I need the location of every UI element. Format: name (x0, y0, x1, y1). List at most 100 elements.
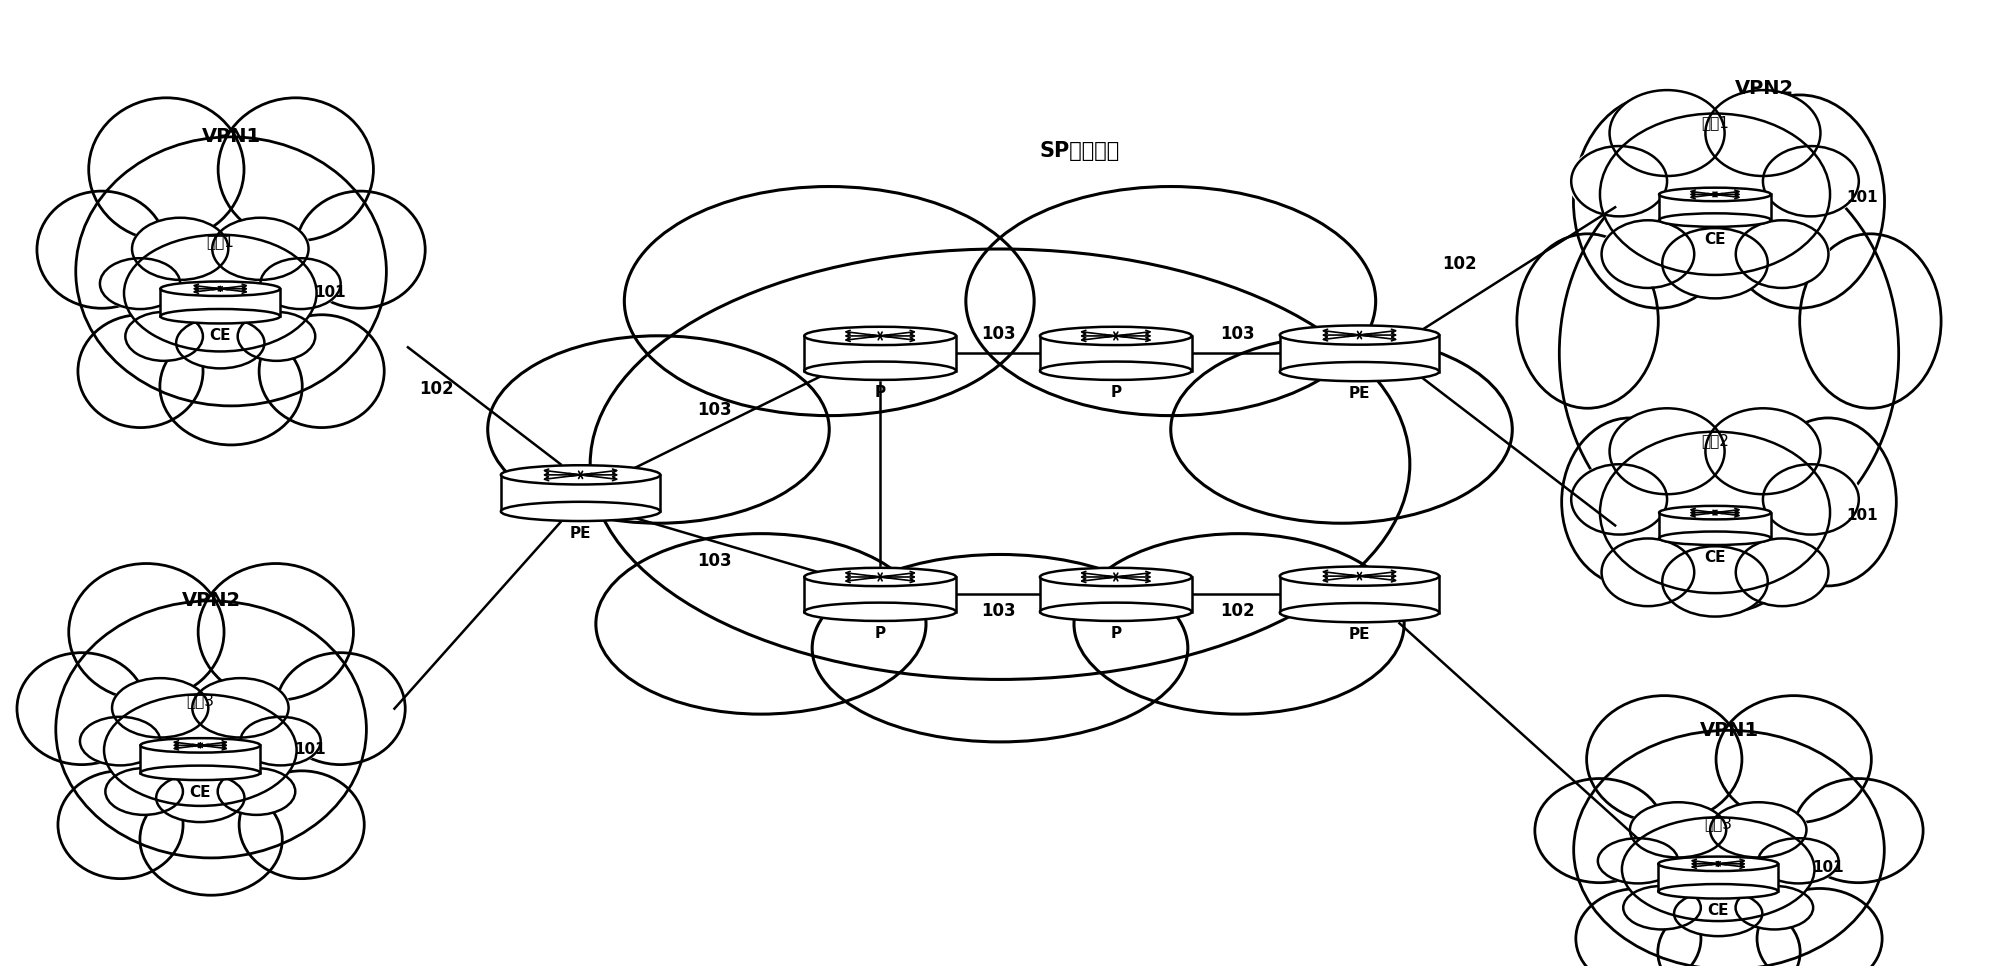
Ellipse shape (1568, 95, 1748, 321)
Ellipse shape (1660, 506, 1770, 519)
Bar (1660, 194, 1770, 220)
Text: 103: 103 (698, 551, 732, 570)
Ellipse shape (500, 465, 660, 484)
Text: 站点3: 站点3 (186, 693, 214, 708)
Ellipse shape (1040, 602, 1192, 621)
Ellipse shape (1654, 896, 1804, 967)
Ellipse shape (258, 257, 344, 310)
Ellipse shape (1606, 408, 1728, 499)
Ellipse shape (1600, 219, 1696, 286)
Ellipse shape (140, 738, 260, 752)
Ellipse shape (78, 716, 162, 766)
Bar (1280, 576, 1440, 613)
Ellipse shape (954, 187, 1388, 429)
Text: SP骨干网络: SP骨干网络 (1040, 141, 1120, 161)
Ellipse shape (174, 315, 268, 368)
Ellipse shape (256, 312, 386, 425)
Ellipse shape (1600, 537, 1696, 604)
Ellipse shape (1646, 431, 1812, 612)
Text: 103: 103 (698, 401, 732, 420)
Ellipse shape (1702, 408, 1824, 499)
Ellipse shape (1794, 230, 1946, 412)
Ellipse shape (1512, 230, 1662, 412)
Ellipse shape (56, 769, 186, 876)
Ellipse shape (160, 281, 280, 296)
Ellipse shape (1710, 95, 1890, 321)
Ellipse shape (476, 333, 840, 527)
Ellipse shape (124, 235, 316, 351)
Ellipse shape (56, 601, 366, 858)
Ellipse shape (236, 769, 366, 876)
Text: 102: 102 (420, 380, 454, 398)
Ellipse shape (1660, 225, 1770, 299)
Text: 101: 101 (314, 285, 346, 301)
Ellipse shape (104, 767, 184, 814)
Text: 101: 101 (294, 742, 326, 757)
Ellipse shape (130, 218, 230, 283)
Ellipse shape (804, 602, 956, 621)
Ellipse shape (64, 564, 228, 709)
Ellipse shape (1790, 777, 1928, 885)
Ellipse shape (1280, 362, 1440, 381)
Ellipse shape (1040, 362, 1192, 380)
Text: 站点2: 站点2 (1702, 433, 1728, 449)
Bar (500, 475, 660, 512)
Ellipse shape (1568, 463, 1670, 536)
Ellipse shape (1040, 568, 1192, 586)
Ellipse shape (1600, 113, 1830, 275)
Ellipse shape (154, 772, 248, 822)
Ellipse shape (84, 98, 248, 249)
Ellipse shape (1560, 153, 1898, 553)
Text: 103: 103 (1220, 325, 1254, 343)
Ellipse shape (104, 694, 296, 806)
Text: 103: 103 (980, 601, 1016, 620)
Text: CE: CE (190, 785, 212, 800)
Text: 102: 102 (1220, 601, 1254, 620)
Ellipse shape (804, 568, 956, 586)
Ellipse shape (1702, 90, 1824, 181)
Ellipse shape (500, 502, 660, 521)
Ellipse shape (140, 766, 260, 780)
Ellipse shape (216, 767, 296, 814)
Ellipse shape (1574, 887, 1704, 967)
Ellipse shape (194, 564, 358, 709)
Ellipse shape (1280, 567, 1440, 586)
Text: VPN1: VPN1 (1700, 720, 1758, 740)
Bar (140, 746, 260, 773)
Text: 站点1: 站点1 (1702, 115, 1728, 131)
Ellipse shape (214, 98, 378, 249)
Text: 101: 101 (1846, 509, 1878, 523)
Ellipse shape (1068, 530, 1410, 711)
Ellipse shape (1622, 817, 1814, 922)
Text: VPN2: VPN2 (182, 592, 240, 610)
Ellipse shape (1760, 463, 1862, 536)
Ellipse shape (76, 312, 206, 425)
Ellipse shape (1600, 431, 1830, 593)
Text: P: P (1110, 626, 1122, 641)
Ellipse shape (1758, 415, 1898, 583)
Ellipse shape (156, 323, 306, 445)
Text: 103: 103 (980, 325, 1016, 343)
Text: CE: CE (1704, 550, 1726, 565)
Ellipse shape (1660, 532, 1770, 545)
Bar (160, 289, 280, 316)
Text: 站点1: 站点1 (206, 234, 234, 249)
Ellipse shape (124, 311, 204, 360)
Ellipse shape (236, 311, 316, 360)
Text: 101: 101 (1846, 190, 1878, 205)
Ellipse shape (1280, 603, 1440, 623)
Ellipse shape (238, 716, 324, 766)
Ellipse shape (590, 249, 1410, 680)
Text: P: P (874, 626, 886, 641)
Ellipse shape (190, 678, 292, 741)
Ellipse shape (136, 779, 286, 895)
Ellipse shape (804, 327, 956, 345)
Ellipse shape (1712, 695, 1876, 831)
Ellipse shape (292, 189, 430, 310)
Ellipse shape (1568, 145, 1670, 218)
Ellipse shape (272, 651, 410, 767)
Text: PE: PE (1348, 627, 1370, 642)
Text: P: P (874, 385, 886, 399)
Bar (1040, 577, 1192, 612)
Ellipse shape (1658, 857, 1778, 871)
